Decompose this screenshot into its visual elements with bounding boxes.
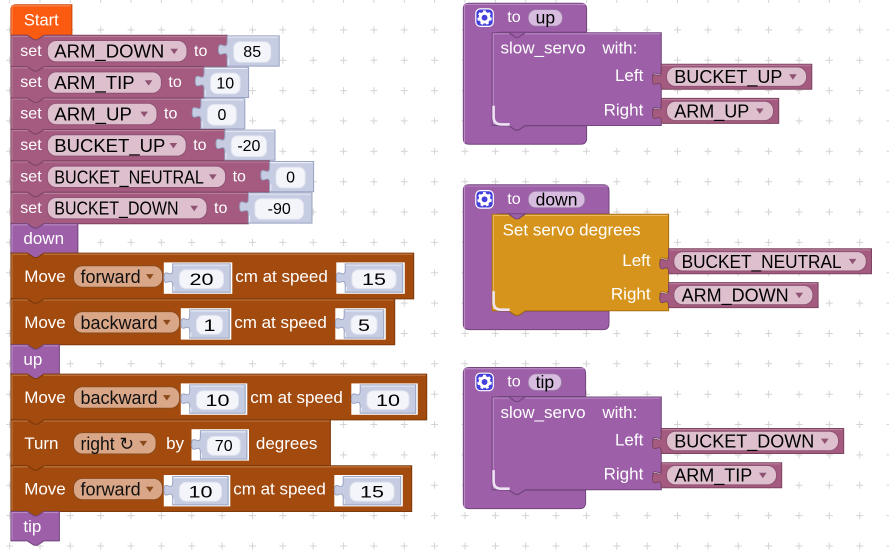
svg-text:to: to xyxy=(194,43,207,60)
svg-text:-20: -20 xyxy=(237,138,260,155)
svg-text:to: to xyxy=(164,106,177,123)
svg-text:15: 15 xyxy=(362,270,386,289)
svg-text:70: 70 xyxy=(215,438,233,455)
svg-text:set: set xyxy=(20,106,42,123)
svg-text:Move: Move xyxy=(24,313,66,332)
svg-text:Left: Left xyxy=(615,66,644,85)
svg-text:to: to xyxy=(507,374,520,391)
svg-text:20: 20 xyxy=(190,270,214,289)
svg-text:BUCKET_DOWN: BUCKET_DOWN xyxy=(674,432,814,453)
svg-text:cm at speed: cm at speed xyxy=(234,313,327,332)
svg-text:slow_servo: slow_servo xyxy=(501,39,586,58)
svg-text:Right: Right xyxy=(611,285,651,304)
svg-text:85: 85 xyxy=(243,44,261,61)
svg-text:Right: Right xyxy=(604,465,644,484)
svg-text:set: set xyxy=(20,43,42,60)
svg-text:0: 0 xyxy=(286,170,295,187)
svg-text:1: 1 xyxy=(204,316,216,335)
svg-text:to: to xyxy=(214,200,227,217)
svg-text:to: to xyxy=(507,9,520,26)
svg-text:Set servo degrees: Set servo degrees xyxy=(503,220,641,239)
svg-text:Move: Move xyxy=(24,388,66,407)
svg-text:with:: with: xyxy=(601,39,637,58)
svg-text:degrees: degrees xyxy=(256,434,317,453)
svg-text:set: set xyxy=(20,168,42,185)
svg-text:ARM_TIP: ARM_TIP xyxy=(54,73,134,94)
svg-text:ARM_DOWN: ARM_DOWN xyxy=(54,42,164,63)
svg-text:5: 5 xyxy=(358,316,370,335)
svg-text:tip: tip xyxy=(23,517,41,536)
svg-text:Left: Left xyxy=(622,251,651,270)
svg-text:forward: forward xyxy=(81,480,141,500)
svg-text:Move: Move xyxy=(24,267,66,286)
svg-text:to: to xyxy=(507,191,520,208)
svg-text:down: down xyxy=(23,229,64,248)
svg-text:backward: backward xyxy=(81,313,158,333)
svg-text:down: down xyxy=(536,189,578,209)
svg-text:Right: Right xyxy=(604,100,644,119)
svg-text:with:: with: xyxy=(601,403,637,422)
svg-text:forward: forward xyxy=(81,267,141,287)
svg-text:10: 10 xyxy=(216,75,234,92)
svg-text:Left: Left xyxy=(615,431,644,450)
svg-text:Start: Start xyxy=(24,12,59,30)
svg-text:slow_servo: slow_servo xyxy=(501,403,586,422)
svg-text:to: to xyxy=(233,168,246,185)
svg-text:10: 10 xyxy=(376,391,400,410)
svg-text:10: 10 xyxy=(189,483,213,502)
svg-text:set: set xyxy=(20,200,42,217)
svg-text:cm at speed: cm at speed xyxy=(250,388,343,407)
svg-text:to: to xyxy=(193,137,206,154)
svg-text:cm at speed: cm at speed xyxy=(233,480,326,499)
svg-text:15: 15 xyxy=(360,483,384,502)
svg-text:up: up xyxy=(23,350,42,369)
svg-text:Move: Move xyxy=(24,480,66,499)
svg-text:0: 0 xyxy=(217,107,226,124)
svg-text:right ↻: right ↻ xyxy=(81,434,135,454)
svg-text:BUCKET_DOWN: BUCKET_DOWN xyxy=(54,199,178,220)
svg-text:cm at speed: cm at speed xyxy=(235,267,328,286)
svg-text:tip: tip xyxy=(536,372,554,392)
svg-text:BUCKET_UP: BUCKET_UP xyxy=(54,136,165,157)
svg-text:set: set xyxy=(20,137,42,154)
svg-text:ARM_DOWN: ARM_DOWN xyxy=(682,286,789,307)
svg-text:set: set xyxy=(20,74,42,91)
svg-text:10: 10 xyxy=(206,391,230,410)
svg-text:by: by xyxy=(166,434,184,453)
svg-text:Turn: Turn xyxy=(24,434,58,453)
svg-text:BUCKET_UP: BUCKET_UP xyxy=(674,67,782,88)
svg-text:up: up xyxy=(536,8,555,28)
svg-text:to: to xyxy=(168,74,181,91)
svg-text:ARM_UP: ARM_UP xyxy=(674,101,749,122)
svg-text:BUCKET_NEUTRAL: BUCKET_NEUTRAL xyxy=(682,252,842,273)
svg-text:BUCKET_NEUTRAL: BUCKET_NEUTRAL xyxy=(54,167,204,188)
svg-text:backward: backward xyxy=(81,388,158,408)
svg-text:-90: -90 xyxy=(268,201,291,218)
svg-text:ARM_UP: ARM_UP xyxy=(54,105,132,126)
svg-text:ARM_TIP: ARM_TIP xyxy=(674,466,752,487)
